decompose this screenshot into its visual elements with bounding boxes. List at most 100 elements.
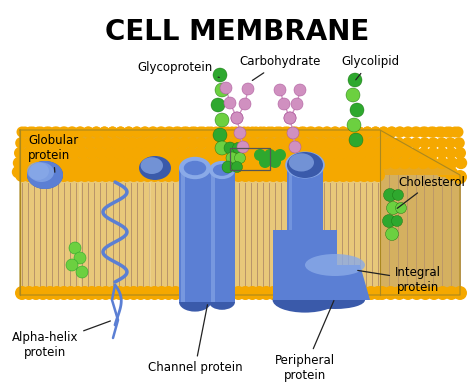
Circle shape [193, 147, 206, 159]
Circle shape [112, 166, 125, 178]
Circle shape [291, 98, 303, 110]
Circle shape [224, 142, 236, 154]
Circle shape [32, 137, 44, 149]
Circle shape [22, 157, 35, 169]
Circle shape [361, 157, 373, 169]
Circle shape [123, 126, 135, 137]
Circle shape [273, 286, 287, 300]
Polygon shape [211, 170, 215, 302]
Circle shape [373, 147, 385, 159]
Circle shape [282, 137, 293, 149]
Circle shape [257, 157, 270, 169]
Polygon shape [20, 175, 380, 295]
Circle shape [294, 84, 306, 96]
Circle shape [417, 157, 429, 169]
Circle shape [222, 126, 233, 137]
Circle shape [41, 147, 53, 159]
Circle shape [66, 126, 77, 137]
Circle shape [453, 286, 467, 300]
Circle shape [87, 166, 100, 178]
Circle shape [33, 126, 44, 137]
Circle shape [315, 168, 329, 182]
Circle shape [315, 286, 329, 300]
Circle shape [104, 147, 116, 159]
Circle shape [426, 126, 437, 137]
Circle shape [322, 168, 336, 182]
Circle shape [287, 127, 299, 139]
Circle shape [238, 286, 252, 300]
Circle shape [50, 147, 62, 159]
Circle shape [57, 286, 71, 300]
Circle shape [329, 126, 340, 137]
Circle shape [196, 137, 207, 149]
Text: Glycoprotein: Glycoprotein [137, 62, 219, 78]
Circle shape [329, 286, 343, 300]
Ellipse shape [213, 164, 231, 176]
Circle shape [169, 286, 182, 300]
Circle shape [127, 286, 141, 300]
Circle shape [301, 147, 313, 159]
Circle shape [264, 137, 276, 149]
Circle shape [104, 166, 116, 178]
Circle shape [359, 137, 370, 149]
Circle shape [259, 168, 273, 182]
Circle shape [190, 286, 203, 300]
Circle shape [338, 166, 351, 178]
Circle shape [175, 286, 190, 300]
Circle shape [336, 168, 350, 182]
Circle shape [57, 168, 71, 182]
Circle shape [263, 166, 275, 178]
Circle shape [188, 166, 200, 178]
Circle shape [319, 147, 331, 159]
Circle shape [370, 126, 381, 137]
Circle shape [74, 126, 85, 137]
Circle shape [154, 166, 166, 178]
Circle shape [222, 161, 234, 173]
Circle shape [123, 126, 134, 137]
Circle shape [15, 286, 29, 300]
Circle shape [370, 126, 381, 137]
Circle shape [64, 286, 78, 300]
Circle shape [336, 286, 350, 300]
Circle shape [276, 157, 289, 169]
Circle shape [77, 147, 89, 159]
Circle shape [237, 141, 249, 153]
Circle shape [156, 126, 167, 137]
Circle shape [238, 126, 250, 137]
Circle shape [203, 286, 218, 300]
Circle shape [15, 168, 29, 182]
Circle shape [346, 126, 357, 137]
Circle shape [20, 166, 33, 178]
Circle shape [58, 126, 69, 137]
Circle shape [395, 126, 406, 137]
Circle shape [238, 166, 250, 178]
Circle shape [54, 166, 66, 178]
Circle shape [189, 126, 200, 137]
Circle shape [213, 68, 227, 82]
Circle shape [382, 147, 394, 159]
Circle shape [354, 126, 365, 137]
Circle shape [259, 286, 273, 300]
Circle shape [290, 137, 301, 149]
Circle shape [264, 149, 276, 161]
Circle shape [206, 126, 217, 137]
Circle shape [221, 166, 234, 178]
Circle shape [410, 286, 424, 300]
Circle shape [348, 73, 362, 87]
Circle shape [99, 126, 110, 137]
Ellipse shape [209, 161, 235, 179]
Circle shape [41, 157, 54, 169]
Circle shape [384, 137, 396, 149]
Circle shape [69, 242, 81, 254]
Circle shape [190, 168, 203, 182]
Circle shape [238, 147, 250, 159]
Polygon shape [287, 165, 323, 230]
Circle shape [372, 166, 384, 178]
Circle shape [116, 157, 128, 169]
Circle shape [215, 113, 229, 127]
Circle shape [146, 166, 158, 178]
Circle shape [92, 286, 106, 300]
Circle shape [449, 126, 461, 137]
Circle shape [283, 147, 295, 159]
Circle shape [428, 137, 439, 149]
